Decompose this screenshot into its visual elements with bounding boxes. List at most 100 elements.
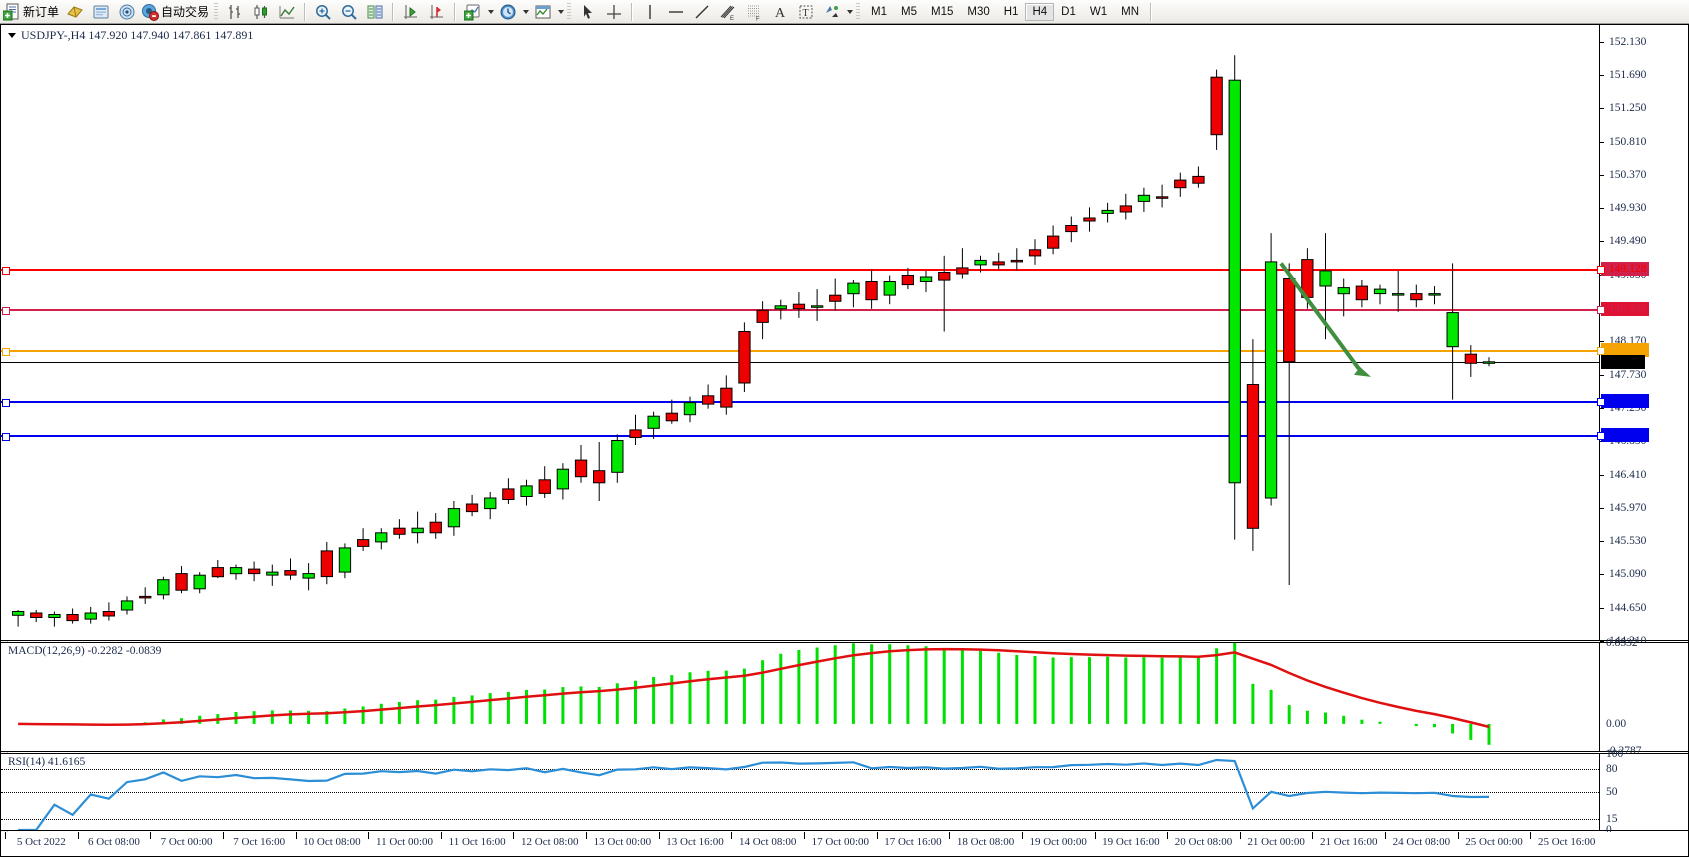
rsi-axis[interactable]: 100 80 50 15 0	[1599, 748, 1688, 836]
text-label-icon[interactable]: T	[793, 1, 819, 23]
price-level-handle[interactable]	[2, 398, 10, 407]
period-clock-icon[interactable]	[495, 1, 521, 23]
trendline-icon[interactable]	[689, 1, 715, 23]
time-tick	[77, 832, 79, 839]
time-tick	[658, 832, 660, 839]
new-order-button[interactable]: 新订单	[2, 1, 62, 23]
price-level-line[interactable]	[1, 266, 1599, 275]
macd-pane[interactable]: MACD(12,26,9) -0.2282 -0.0839 0.8332 0.00…	[1, 637, 1688, 757]
time-label: 21 Oct 16:00	[1320, 836, 1378, 848]
price-level-handle[interactable]	[2, 266, 10, 275]
rsi-level-line	[1, 818, 1599, 820]
rsi-plot-area[interactable]	[1, 754, 1599, 830]
time-label: 13 Oct 00:00	[593, 836, 652, 848]
price-level-line[interactable]	[1, 432, 1599, 441]
price-tick: 149.930	[1600, 202, 1646, 214]
templates-icon[interactable]	[530, 1, 556, 23]
chart-container[interactable]: USDJPY-,H4 147.920 147.940 147.861 147.8…	[0, 24, 1689, 857]
fibonacci-icon[interactable]: F	[741, 1, 767, 23]
svg-text:F: F	[756, 16, 760, 21]
toolbar-grip-2[interactable]	[567, 2, 572, 21]
period-dropdown-arrow[interactable]	[521, 3, 530, 21]
macd-tick: 0.00	[1606, 717, 1627, 730]
price-level-tag[interactable]: 148.596	[1597, 302, 1650, 317]
rsi-tick: 100	[1606, 748, 1624, 760]
shapes-dropdown-arrow[interactable]	[845, 3, 854, 21]
bar-chart-icon[interactable]	[222, 1, 248, 23]
price-level-value: 148.596	[1609, 303, 1647, 316]
price-level-value: 146.933	[1609, 428, 1647, 441]
timeframe-m30[interactable]: M30	[967, 5, 990, 18]
toolbar-grip-1[interactable]	[214, 2, 219, 21]
time-label: 20 Oct 08:00	[1174, 836, 1233, 848]
time-tick	[1457, 832, 1459, 839]
timeframe-w1[interactable]: W1	[1089, 5, 1108, 18]
timeframe-m1[interactable]: M1	[871, 5, 888, 18]
price-tick: 152.130	[1600, 36, 1646, 48]
time-axis[interactable]: 5 Oct 2022 6 Oct 08:00 7 Oct 00:00 7 Oct 16…	[1, 832, 1688, 856]
price-level-line[interactable]	[1, 362, 1599, 364]
timeframe-d1[interactable]: D1	[1061, 5, 1076, 18]
timeframe-m5[interactable]: M5	[901, 5, 917, 18]
price-level-tag[interactable]: 149.128	[1597, 261, 1650, 276]
tag-handle	[1597, 306, 1605, 315]
add-indicator-icon[interactable]	[460, 1, 486, 23]
price-axis[interactable]: 152.130 151.690 151.250 150.810 150.370 149.9…	[1597, 25, 1688, 647]
line-chart-icon[interactable]	[274, 1, 300, 23]
time-tick	[1239, 832, 1241, 839]
arrows-shapes-icon[interactable]	[819, 1, 845, 23]
autotrading-label: 自动交易	[161, 5, 210, 19]
price-level-line[interactable]	[1, 398, 1599, 407]
chart-menu-caret-icon[interactable]	[8, 33, 16, 38]
auto-scroll-icon[interactable]	[362, 1, 388, 23]
expert-advisor-icon[interactable]	[62, 1, 88, 23]
horizontal-line-icon[interactable]	[663, 1, 689, 23]
tag-handle	[1597, 347, 1605, 356]
indicator-dropdown-arrow[interactable]	[486, 3, 495, 21]
down-trend-arrow[interactable]	[1279, 262, 1371, 377]
timeframe-h1[interactable]: H1	[1003, 5, 1019, 18]
macd-axis[interactable]: 0.8332 0.00 -0.2787	[1599, 637, 1688, 757]
templates-dropdown-arrow[interactable]	[556, 3, 565, 21]
price-plot-area[interactable]	[1, 25, 1599, 640]
price-level-tag[interactable]: 148.050	[1597, 343, 1650, 358]
vertical-line-icon[interactable]	[637, 1, 663, 23]
rsi-pane[interactable]: RSI(14) 41.6165 100 80 50 15 0	[1, 748, 1688, 836]
tag-handle	[1597, 265, 1605, 274]
market-watch-icon[interactable]	[88, 1, 114, 23]
price-tick: 145.530	[1600, 535, 1646, 547]
autotrading-button[interactable]: 自动交易	[140, 1, 212, 23]
chart-shift-end-icon[interactable]	[424, 1, 450, 23]
macd-plot-area[interactable]	[1, 643, 1599, 751]
price-level-tag[interactable]: 147.385	[1597, 393, 1650, 408]
zoom-out-icon[interactable]	[336, 1, 362, 23]
time-tick	[150, 832, 152, 839]
price-level-line[interactable]	[1, 348, 1599, 357]
zoom-in-icon[interactable]	[310, 1, 336, 23]
rsi-level-line	[1, 792, 1599, 793]
price-level-handle[interactable]	[2, 307, 10, 316]
navigator-icon[interactable]	[114, 1, 140, 23]
equidistant-channel-icon[interactable]: E	[715, 1, 741, 23]
price-level-tag[interactable]: 147.891	[1601, 355, 1646, 370]
text-icon[interactable]: A	[767, 1, 793, 23]
candlestick-chart-icon[interactable]	[248, 1, 274, 23]
time-label: 19 Oct 00:00	[1029, 836, 1087, 848]
timeframe-m15[interactable]: M15	[931, 5, 954, 18]
timeframe-mn[interactable]: MN	[1121, 5, 1139, 18]
price-tick: 147.730	[1600, 369, 1646, 381]
price-pane[interactable]: USDJPY-,H4 147.920 147.940 147.861 147.8…	[1, 25, 1688, 647]
rsi-level-line	[1, 769, 1599, 771]
chart-shift-icon[interactable]	[398, 1, 424, 23]
timeframe-h4[interactable]: H4	[1025, 2, 1055, 21]
price-tick: 150.370	[1600, 169, 1646, 181]
toolbar-grip-3[interactable]	[856, 2, 861, 21]
svg-text:E: E	[730, 16, 734, 21]
price-level-handle[interactable]	[2, 348, 10, 357]
price-level-line[interactable]	[1, 307, 1599, 316]
toolbar-separator-3	[454, 2, 457, 21]
price-level-tag[interactable]: 146.933	[1597, 427, 1650, 442]
cursor-icon[interactable]	[575, 1, 601, 23]
crosshair-icon[interactable]	[601, 1, 627, 23]
price-level-handle[interactable]	[2, 432, 10, 441]
